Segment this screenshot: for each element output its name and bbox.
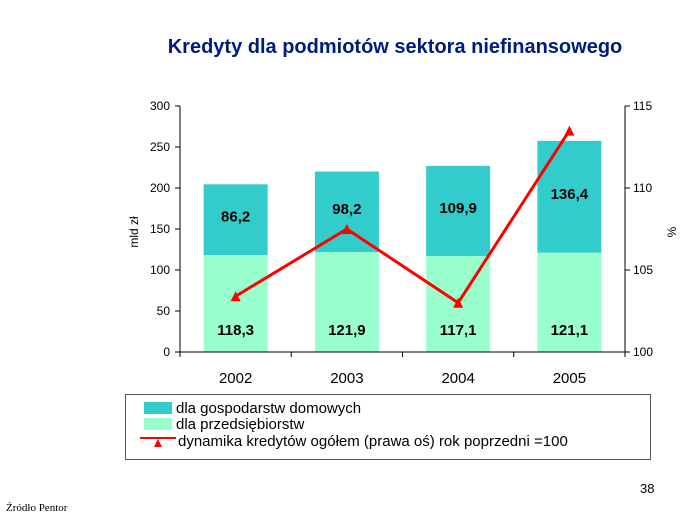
right-axis: 100 105 110 115 (624, 99, 653, 359)
dynamics-line-group (230, 125, 575, 308)
data-label-households: 136,4 (551, 186, 589, 203)
left-tick-label: 150 (150, 222, 170, 236)
left-tick-label: 200 (150, 181, 170, 195)
dynamics-line (234, 129, 571, 305)
bar-households (203, 184, 268, 255)
left-tick-label: 300 (150, 99, 170, 113)
legend-label-enterprises: dla przedsiębiorstw (176, 415, 305, 433)
x-tick-label: 2005 (553, 370, 586, 387)
data-label-enterprises: 118,3 (217, 322, 254, 339)
data-label-enterprises: 121,9 (328, 322, 366, 339)
x-axis: 2002 2003 2004 2005 (179, 351, 626, 387)
left-tick-label: 0 (163, 345, 170, 359)
data-label-enterprises: 117,1 (440, 322, 477, 339)
data-label-households: 98,2 (332, 201, 361, 218)
legend-swatch-households (144, 402, 172, 414)
dynamics-point (341, 224, 352, 234)
legend-item-households: dla gospodarstw domowych (144, 399, 362, 417)
data-label-households: 86,2 (221, 209, 250, 226)
right-tick-label: 110 (633, 181, 652, 195)
left-tick-label: 100 (150, 263, 170, 277)
dynamics-point (230, 291, 241, 302)
bar-enterprises (203, 254, 268, 352)
bar-households (537, 140, 602, 253)
dynamics-point (453, 297, 464, 308)
legend-label-households: dla gospodarstw domowych (176, 399, 362, 417)
x-tick-label: 2003 (330, 370, 363, 387)
legend-label-dynamics: dynamika kredytów ogółem (prawa oś) rok … (178, 432, 568, 450)
x-tick-label: 2004 (441, 370, 474, 387)
legend-item-enterprises: dla przedsiębiorstw (144, 415, 305, 433)
left-tick-label: 50 (157, 304, 171, 318)
y-axis-label: mld zł (127, 216, 141, 248)
legend-swatch-enterprises (144, 418, 172, 430)
data-label-households: 109,9 (439, 200, 477, 217)
left-axis: 0 50 100 150 200 250 300 (150, 99, 181, 359)
legend: dla gospodarstw domowych dla przedsiębio… (125, 394, 651, 460)
page-number: 38 (640, 481, 655, 496)
bars-group: 118,3 86,2 121,9 98,2 117,1 109,9 121,1 136,4 (203, 140, 602, 352)
right-tick-label: 105 (633, 263, 653, 277)
data-label-enterprises: 121,1 (551, 322, 589, 339)
x-tick-label: 2002 (219, 370, 252, 387)
source-note: Źródło Pentor (6, 502, 68, 514)
dynamics-point (564, 125, 575, 136)
y2-axis-label: % (665, 226, 679, 237)
bar-households (426, 165, 491, 256)
legend-item-dynamics: dynamika kredytów ogółem (prawa oś) rok … (140, 432, 568, 450)
bar-enterprises (314, 252, 379, 352)
bar-households (314, 171, 379, 253)
legend-line-marker-icon (140, 437, 176, 447)
left-tick-label: 250 (150, 140, 170, 154)
bar-enterprises (537, 252, 602, 352)
chart-title: Kredyty dla podmiotów sektora niefinanso… (167, 36, 623, 58)
right-tick-label: 100 (633, 345, 653, 359)
right-tick-label: 115 (633, 99, 652, 113)
